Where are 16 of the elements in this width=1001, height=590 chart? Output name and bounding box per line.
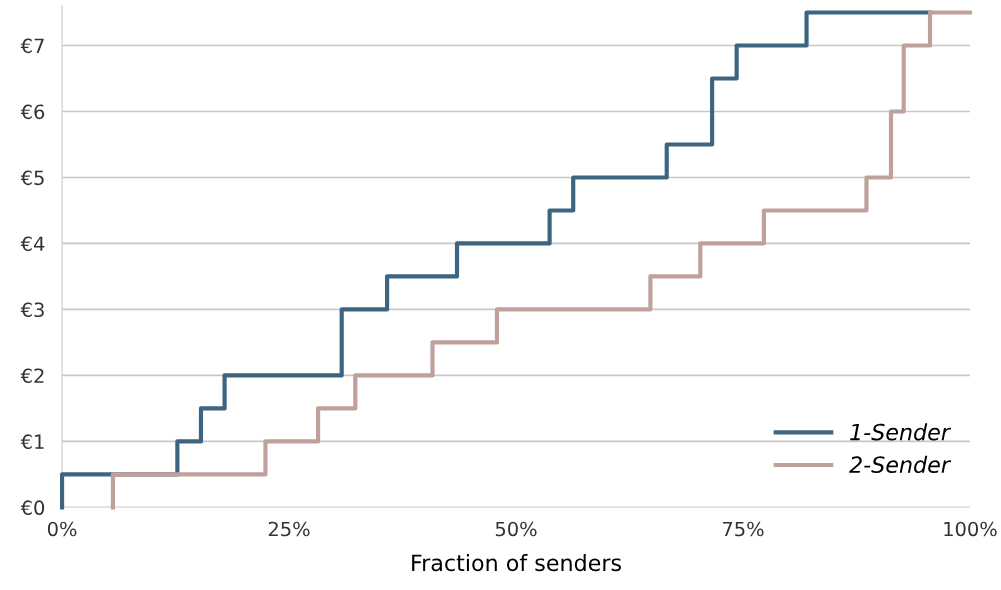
legend-label: 1-Sender xyxy=(850,423,952,441)
y-tick-label: €0 xyxy=(20,500,45,516)
y-tick-label: €3 xyxy=(20,302,44,318)
x-axis-title: Fraction of senders xyxy=(412,554,621,572)
x-tick-label: 50% xyxy=(495,521,537,537)
y-tick-label: €5 xyxy=(20,170,44,186)
x-tick-label: 0% xyxy=(47,521,77,537)
x-tick-label: 75% xyxy=(722,521,764,537)
y-tick-label: €4 xyxy=(20,236,45,252)
legend-label: 2-Sender xyxy=(849,455,952,474)
y-tick-label: €7 xyxy=(20,38,44,54)
x-tick-label: 100% xyxy=(944,521,997,537)
y-tick-label: €6 xyxy=(20,104,45,120)
y-tick-label: €1 xyxy=(20,434,44,450)
y-tick-label: €2 xyxy=(20,368,44,384)
x-tick-label: 25% xyxy=(268,521,310,537)
